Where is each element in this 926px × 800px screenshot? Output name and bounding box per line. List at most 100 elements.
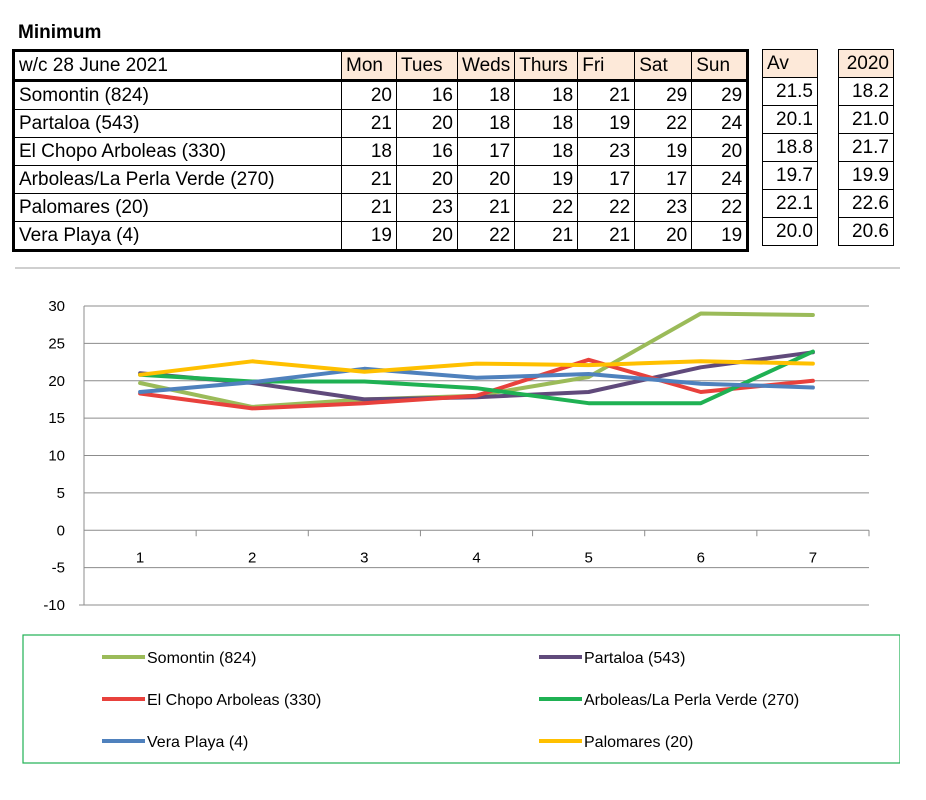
prev-year-header: 2020 [838,49,894,78]
y-tick-label: 15 [48,410,65,427]
table-cell: 20 [396,165,458,194]
series-line [138,366,815,394]
station-name: Vera Playa (4) [13,221,342,251]
table-cell: 29 [634,79,693,110]
table-cell: 22 [456,221,516,251]
table-cell: 21 [577,221,636,251]
y-tick-label: 5 [57,485,65,502]
table-cell: 20 [634,221,693,251]
table-cell: 22 [577,193,636,222]
table-cell: 24 [691,165,749,194]
table-cell: 21 [341,193,397,222]
station-name: Partaloa (543) [13,109,342,138]
data-table: w/c 28 June 2021 Mon Tues Weds Thurs Fri Sat Su… [12,49,750,252]
table-cell: 18 [456,109,516,138]
chart-area: 30 25 20 15 10 5 0 -5 -10 1 2 3 4 5 6 7 Somontin (824)… [15,267,900,783]
table-cell: 18 [514,79,579,110]
prev-year-cell: 21.7 [838,133,894,162]
table-cell: 20 [396,221,458,251]
table-cell: 20 [396,109,458,138]
day-header: Mon [341,50,397,81]
table-cell: 17 [456,137,516,166]
series-line [138,357,815,411]
prev-year-cell: 19.9 [838,161,894,190]
x-tick-label: 1 [136,549,144,566]
table-cell: 17 [634,165,693,194]
av-cell: 19.7 [762,161,818,190]
y-tick-label: 25 [48,335,65,352]
legend-label: Palomares (20) [584,734,693,751]
table-row: El Chopo Arboleas (330) 18 16 17 18 23 19 20 [13,137,749,166]
prev-year-cell: 21.0 [838,105,894,134]
table-row: Vera Playa (4) 19 20 22 21 21 20 19 [13,221,749,251]
table-cell: 24 [691,109,749,138]
table-cell: 18 [514,109,579,138]
y-tick-label: 30 [48,298,65,315]
x-tick-label: 2 [248,549,256,566]
legend-box [22,634,900,764]
day-header: Weds [456,50,516,81]
series-line [138,359,815,377]
av-cell: 21.5 [762,77,818,106]
day-header: Fri [577,50,636,81]
day-header: Tues [396,50,458,81]
table-cell: 23 [396,193,458,222]
table-cell: 21 [577,79,636,110]
y-tick-label: 20 [48,373,65,390]
table-cell: 18 [456,79,516,110]
station-name: Palomares (20) [13,193,342,222]
table-cell: 22 [634,109,693,138]
prev-year-column: 2020 18.2 21.0 21.7 19.9 22.6 20.6 [838,49,894,246]
legend-label: Arboleas/La Perla Verde (270) [584,692,799,709]
table-cell: 19 [577,109,636,138]
y-tick-label: -5 [52,560,65,577]
table-cell: 20 [341,79,397,110]
table-cell: 29 [691,79,749,110]
av-cell: 18.8 [762,133,818,162]
station-name: Somontin (824) [13,79,342,110]
y-tick-label: 10 [48,448,65,465]
table-cell: 23 [577,137,636,166]
legend-label: Partaloa (543) [584,650,685,667]
table-cell: 19 [514,165,579,194]
line-chart: 30 25 20 15 10 5 0 -5 -10 1 2 3 4 5 6 7 Somontin (824)… [15,267,900,764]
prev-year-cell: 22.6 [838,189,894,218]
table-cell: 20 [691,137,749,166]
prev-year-cell: 20.6 [838,217,894,246]
x-tick-label: 5 [584,549,592,566]
day-header: Thurs [514,50,579,81]
average-column: Av 21.5 20.1 18.8 19.7 22.1 20.0 [762,49,818,246]
table-row: Partaloa (543) 21 20 18 18 19 22 24 [13,109,749,138]
table-row: Somontin (824) 20 16 18 18 21 29 29 [13,79,749,110]
week-label: w/c 28 June 2021 [13,50,342,81]
table-cell: 16 [396,79,458,110]
table-cell: 19 [634,137,693,166]
table-cell: 18 [514,137,579,166]
table-cell: 19 [341,221,397,251]
av-cell: 20.0 [762,217,818,246]
table-cell: 18 [341,137,397,166]
table-cell: 21 [456,193,516,222]
legend-label: Vera Playa (4) [147,734,248,751]
table-cell: 23 [634,193,693,222]
x-tick-label: 3 [360,549,368,566]
day-header: Sat [634,50,693,81]
av-header: Av [762,49,818,78]
av-cell: 20.1 [762,105,818,134]
table-cell: 16 [396,137,458,166]
y-tick-label: 0 [57,522,65,539]
station-name: Arboleas/La Perla Verde (270) [13,165,342,194]
legend-label: Somontin (824) [147,650,256,667]
table-cell: 21 [341,165,397,194]
table-cell: 17 [577,165,636,194]
prev-year-cell: 18.2 [838,77,894,106]
table-cell: 21 [514,221,579,251]
x-tick-label: 6 [697,549,705,566]
section-title: Minimum [18,22,102,43]
y-tick-label: -10 [43,597,65,614]
station-name: El Chopo Arboleas (330) [13,137,342,166]
day-header: Sun [691,50,749,81]
x-tick-label: 7 [809,549,817,566]
legend-label: El Chopo Arboleas (330) [147,692,321,709]
table-cell: 22 [514,193,579,222]
